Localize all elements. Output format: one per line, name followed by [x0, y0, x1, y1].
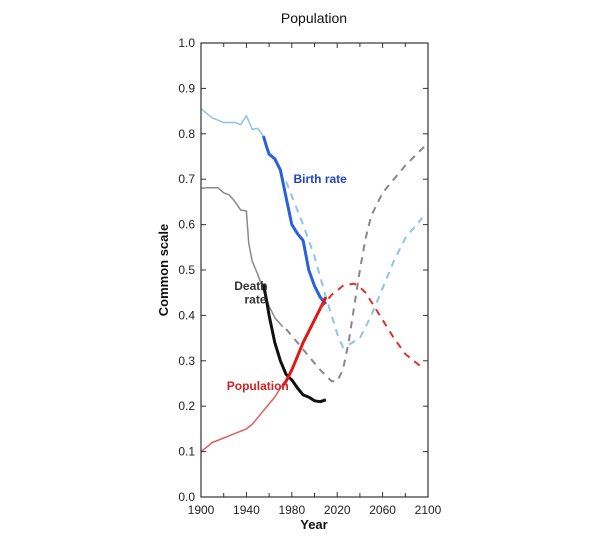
- y-tick-label: 0.6: [178, 218, 195, 232]
- annotation-label: Birth rate: [294, 172, 348, 186]
- x-axis-label: Year: [300, 517, 327, 532]
- y-axis-label: Common scale: [156, 224, 171, 316]
- y-tick-label: 0.0: [178, 490, 195, 504]
- series-line-population: [281, 296, 328, 387]
- y-tick-label: 0.2: [178, 399, 195, 413]
- x-tick-label: 1900: [188, 503, 215, 517]
- series-line-death-rate-early: [200, 187, 284, 328]
- series-line-population-early: [200, 380, 287, 453]
- x-tick-label: 2060: [369, 503, 396, 517]
- x-tick-label: 2100: [415, 503, 442, 517]
- y-tick-label: 0.8: [178, 127, 195, 141]
- series-line-birth-rate: [261, 135, 328, 306]
- y-tick-label: 1.0: [178, 36, 195, 50]
- y-tick-label: 0.9: [178, 81, 195, 95]
- series-line-population-projection: [319, 282, 423, 369]
- y-tick-label: 0.7: [178, 172, 195, 186]
- annotation-label: Death: [234, 279, 267, 293]
- annotation-label: Population: [227, 379, 289, 393]
- y-tick-label: 0.5: [178, 263, 195, 277]
- annotation-label: rate: [244, 293, 266, 307]
- y-tick-label: 0.1: [178, 445, 195, 459]
- series-line-birth-rate-projection: [285, 181, 424, 349]
- x-tick-label: 1940: [233, 503, 260, 517]
- x-tick-label: 2020: [324, 503, 351, 517]
- series-line-birth-rate-early: [200, 108, 265, 137]
- x-tick-label: 1980: [278, 503, 305, 517]
- axis-ticks: 1900 1940 1980 2020 2060 2100 0.0 0.1 0.2 0.3 0.4 0…: [178, 36, 441, 517]
- plot-frame: [200, 42, 429, 498]
- series-line-death-rate: [261, 283, 327, 404]
- series-layer: [200, 108, 429, 453]
- chart-title: Population: [281, 10, 347, 26]
- y-tick-label: 0.3: [178, 354, 195, 368]
- y-tick-label: 0.4: [178, 308, 195, 322]
